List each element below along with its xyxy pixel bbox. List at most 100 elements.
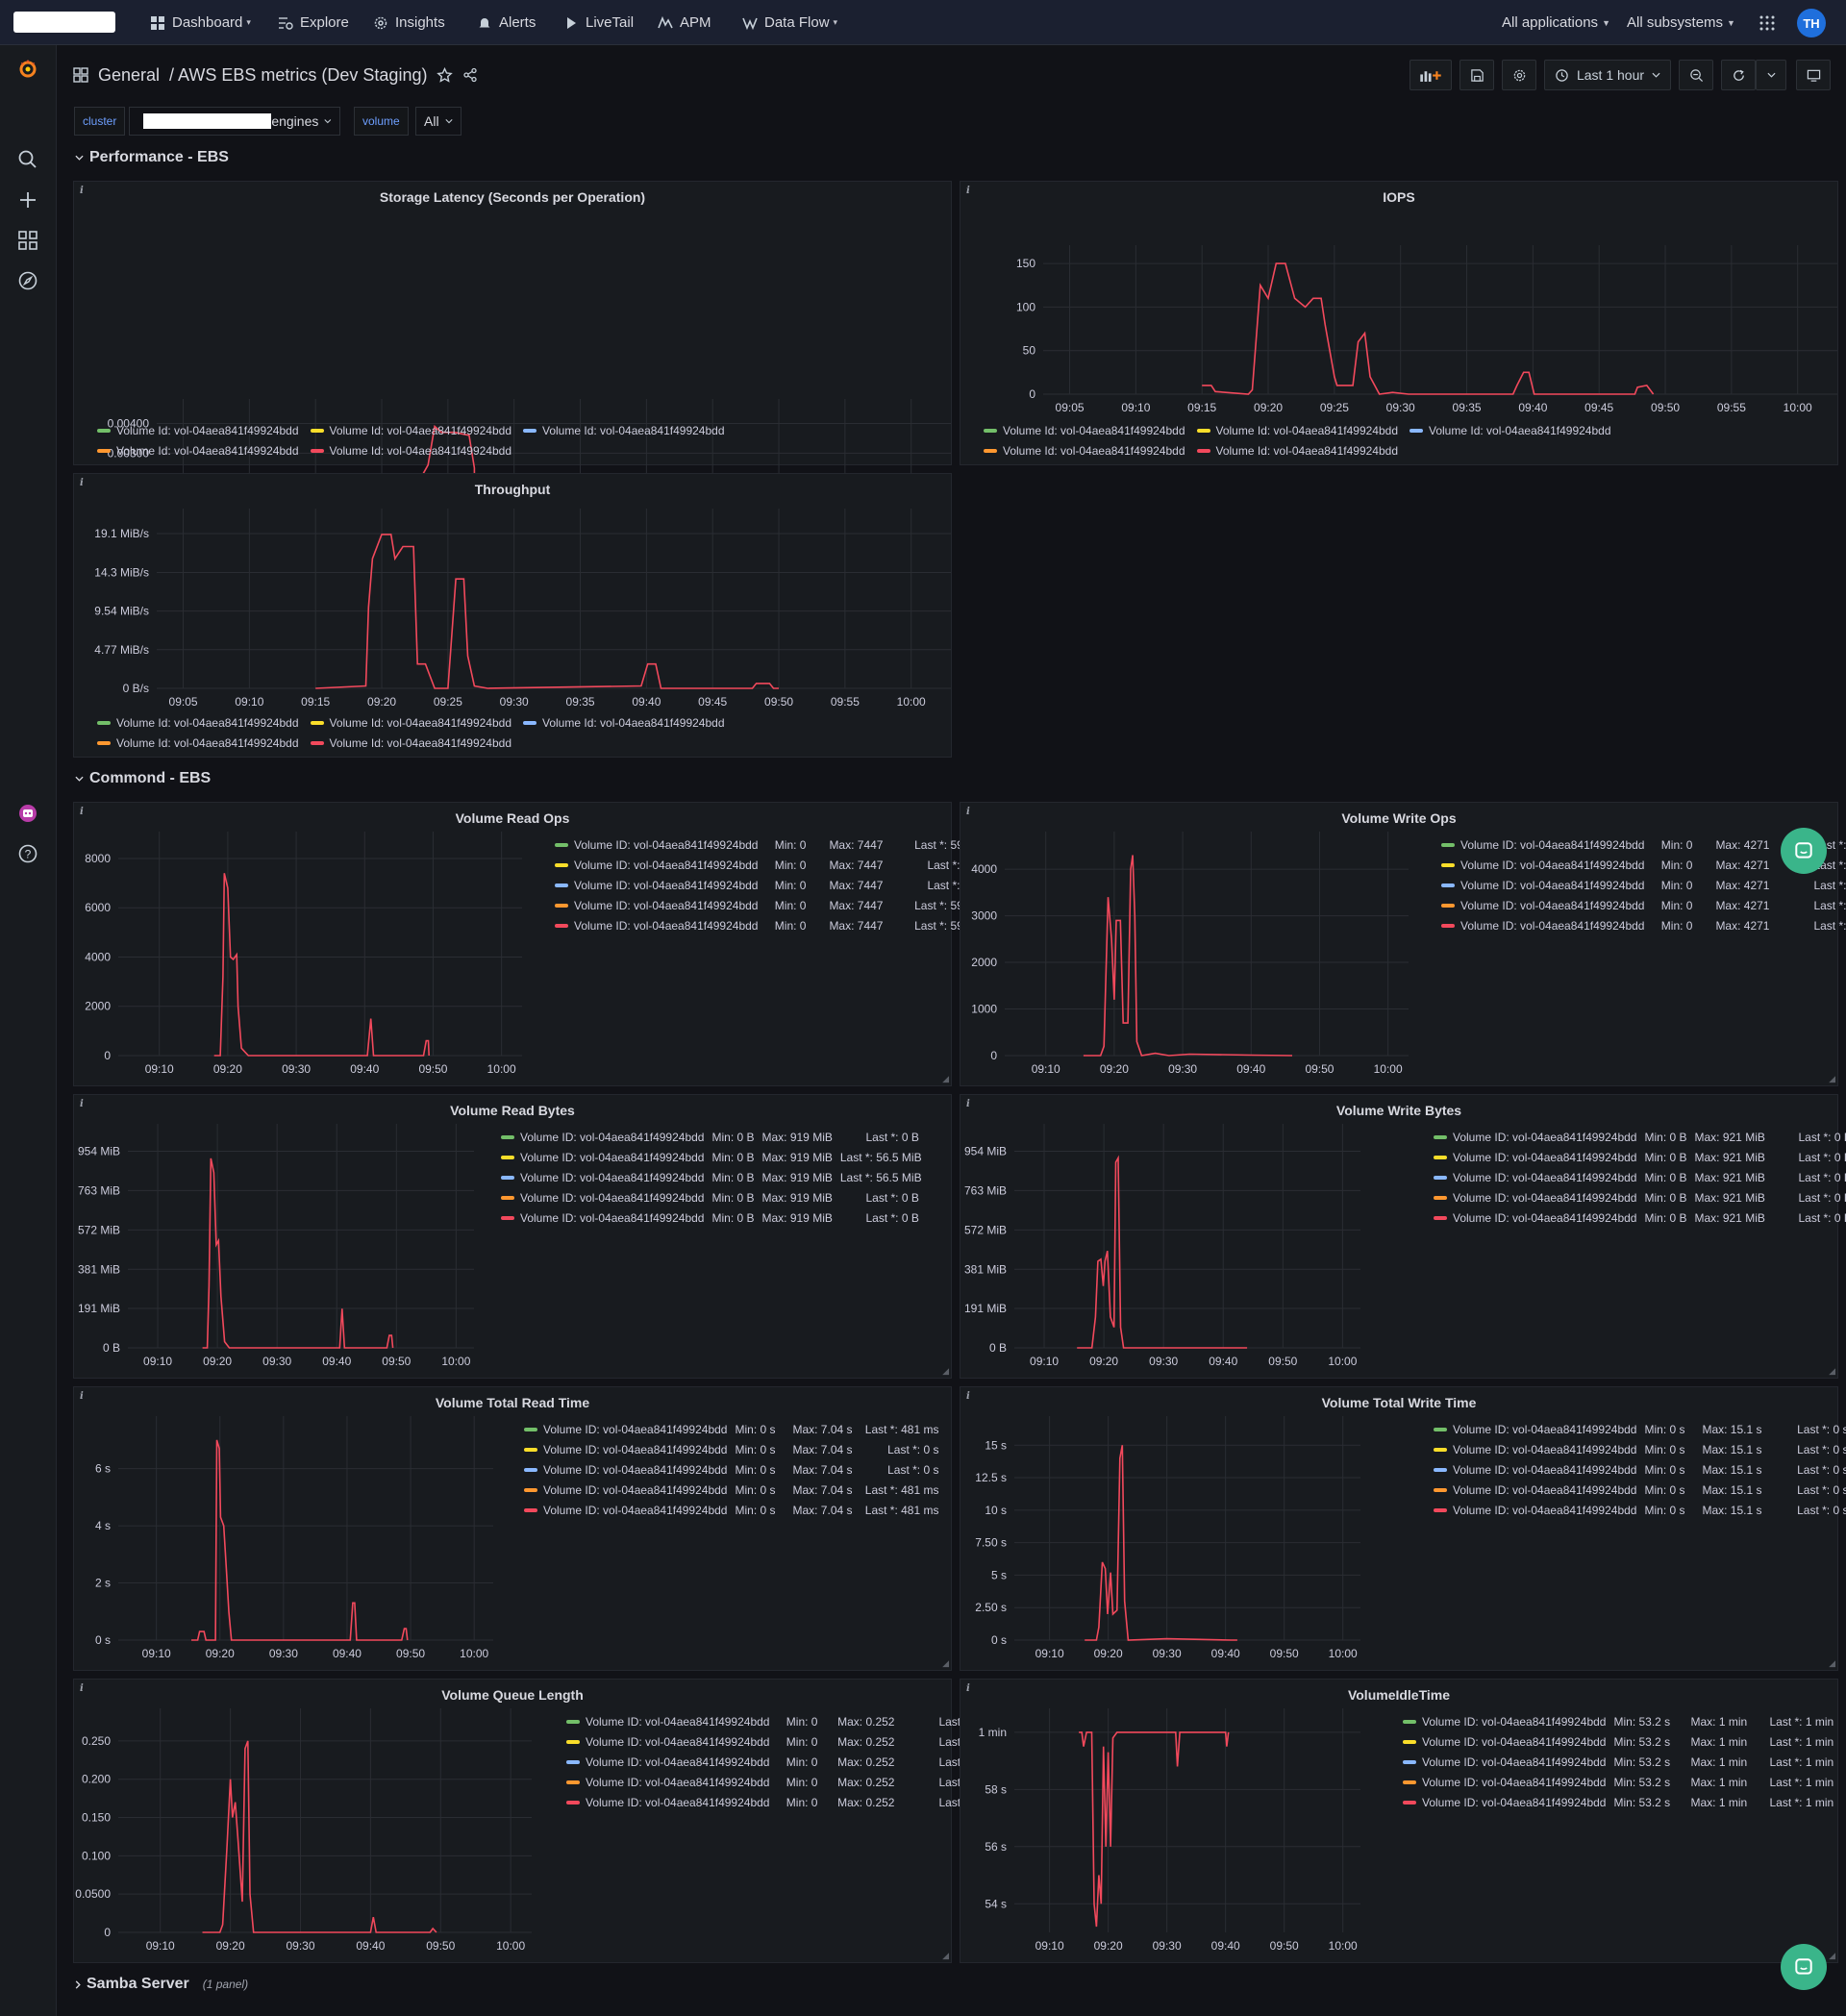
resize-handle[interactable]: ◢ (1829, 1658, 1835, 1668)
legend-item[interactable]: Volume ID: vol-04aea841f49924bdd Min: 0 B… (501, 1147, 922, 1167)
legend-item[interactable]: Volume Id: vol-04aea841f49924bdd (1409, 424, 1611, 437)
legend-item[interactable]: Volume Id: vol-04aea841f49924bdd (97, 716, 299, 730)
legend-item[interactable]: Volume Id: vol-04aea841f49924bdd (310, 736, 511, 750)
nav-item-apm[interactable]: APM (658, 0, 711, 45)
panel-info-icon[interactable]: i (966, 807, 970, 817)
legend-item[interactable]: Volume ID: vol-04aea841f49924bdd Min: 0 B… (1434, 1187, 1846, 1207)
help-icon[interactable]: ? (16, 842, 39, 865)
resize-handle[interactable]: ◢ (942, 1658, 949, 1668)
settings-button[interactable] (1502, 60, 1536, 90)
legend-item[interactable]: Volume ID: vol-04aea841f49924bdd Min: 0 B… (1434, 1207, 1846, 1228)
legend-item[interactable]: Volume ID: vol-04aea841f49924bdd Min: 0 s… (1434, 1459, 1846, 1480)
refresh-interval-dropdown[interactable] (1756, 60, 1786, 90)
resize-handle[interactable]: ◢ (1829, 1074, 1835, 1083)
share-icon[interactable] (462, 67, 478, 83)
refresh-button[interactable] (1721, 60, 1756, 90)
legend-item[interactable]: Volume ID: vol-04aea841f49924bdd Min: 0 Ma… (566, 1792, 981, 1812)
panel-volume-idle-time[interactable]: i VolumeIdleTime 54 s 56 s 58 s 1 min 09:10 09:… (960, 1679, 1838, 1963)
search-icon[interactable] (16, 148, 39, 171)
legend-item[interactable]: Volume Id: vol-04aea841f49924bdd (523, 716, 725, 730)
legend-item[interactable]: Volume ID: vol-04aea841f49924bdd Min: 0 Ma… (566, 1711, 981, 1731)
legend-item[interactable]: Volume ID: vol-04aea841f49924bdd Min: 0 Ma… (555, 855, 969, 875)
grafana-logo-icon[interactable] (16, 57, 39, 80)
legend-item[interactable]: Volume ID: vol-04aea841f49924bdd Min: 0 s… (524, 1419, 939, 1439)
resize-handle[interactable]: ◢ (942, 1074, 949, 1083)
legend-item[interactable]: Volume ID: vol-04aea841f49924bdd Min: 0 Ma… (566, 1731, 981, 1752)
legend-item[interactable]: Volume ID: vol-04aea841f49924bdd Min: 0 B… (1434, 1167, 1846, 1187)
legend-item[interactable]: Volume Id: vol-04aea841f49924bdd (97, 736, 299, 750)
legend-item[interactable]: Volume ID: vol-04aea841f49924bdd Min: 0 s… (1434, 1500, 1846, 1520)
zoom-out-button[interactable] (1679, 60, 1713, 90)
nav-item-insights[interactable]: Insights (373, 0, 445, 45)
panel-info-icon[interactable]: i (80, 478, 84, 488)
dashboards-icon[interactable] (16, 229, 39, 252)
panel-volume-total-write-time[interactable]: i Volume Total Write Time 0 s 2.50 s 5 s 7.50… (960, 1386, 1846, 1671)
legend-item[interactable]: Volume ID: vol-04aea841f49924bdd Min: 0 Ma… (566, 1772, 981, 1792)
legend-item[interactable]: Volume ID: vol-04aea841f49924bdd Min: 53.… (1403, 1752, 1834, 1772)
nav-item-data-flow[interactable]: Data Flow ▾ (742, 0, 837, 45)
panel-volume-read-ops[interactable]: i Volume Read Ops 0 2000 4000 6000 8000 09:10 09… (73, 802, 969, 1086)
panel-volume-write-bytes[interactable]: i Volume Write Bytes 0 B 191 MiB 381 MiB 572 … (960, 1094, 1846, 1379)
row-performance-ebs[interactable]: Performance - EBS (75, 149, 229, 166)
panel-info-icon[interactable]: i (966, 1391, 970, 1402)
resize-handle[interactable]: ◢ (1829, 1366, 1835, 1376)
tv-mode-button[interactable] (1796, 60, 1831, 90)
chat-widget-button[interactable] (1781, 828, 1827, 874)
legend-item[interactable]: Volume ID: vol-04aea841f49924bdd Min: 53.… (1403, 1792, 1834, 1812)
legend-item[interactable]: Volume ID: vol-04aea841f49924bdd Min: 0 B… (501, 1167, 922, 1187)
legend-item[interactable]: Volume Id: vol-04aea841f49924bdd (523, 424, 725, 437)
row-samba-server[interactable]: Samba Server (1 panel) (75, 1976, 248, 1993)
resize-handle[interactable]: ◢ (942, 1366, 949, 1376)
legend-item[interactable]: Volume ID: vol-04aea841f49924bdd Min: 0 B… (1434, 1147, 1846, 1167)
add-panel-button[interactable] (1409, 60, 1452, 90)
cluster-variable-select[interactable]: engines (129, 107, 340, 136)
legend-item[interactable]: Volume ID: vol-04aea841f49924bdd Min: 0 Ma… (555, 875, 969, 895)
legend-item[interactable]: Volume ID: vol-04aea841f49924bdd Min: 0 B… (501, 1187, 922, 1207)
legend-item[interactable]: Volume ID: vol-04aea841f49924bdd Min: 0 Ma… (555, 834, 969, 855)
panel-volume-total-read-time[interactable]: i Volume Total Read Time 0 s 2 s 4 s 6 s 09:10… (73, 1386, 952, 1671)
legend-item[interactable]: Volume ID: vol-04aea841f49924bdd Min: 0 s… (524, 1480, 939, 1500)
legend-item[interactable]: Volume ID: vol-04aea841f49924bdd Min: 0 Ma… (555, 895, 969, 915)
panel-info-icon[interactable]: i (966, 186, 970, 196)
legend-item[interactable]: Volume Id: vol-04aea841f49924bdd (310, 716, 511, 730)
panel-info-icon[interactable]: i (80, 1683, 84, 1694)
panel-volume-read-bytes[interactable]: i Volume Read Bytes 0 B 191 MiB 381 MiB 572 M… (73, 1094, 952, 1379)
panel-info-icon[interactable]: i (80, 186, 84, 196)
legend-item[interactable]: Volume ID: vol-04aea841f49924bdd Min: 0 Ma… (566, 1752, 981, 1772)
chat-widget-button-bottom[interactable] (1781, 1944, 1827, 1990)
legend-item[interactable]: Volume ID: vol-04aea841f49924bdd Min: 0 s… (1434, 1480, 1846, 1500)
legend-item[interactable]: Volume ID: vol-04aea841f49924bdd Min: 53.… (1403, 1711, 1834, 1731)
legend-item[interactable]: Volume ID: vol-04aea841f49924bdd Min: 0 Ma… (555, 915, 969, 935)
legend-item[interactable]: Volume ID: vol-04aea841f49924bdd Min: 0 s… (524, 1500, 939, 1520)
panel-info-icon[interactable]: i (80, 1391, 84, 1402)
panel-info-icon[interactable]: i (80, 807, 84, 817)
resize-handle[interactable]: ◢ (942, 1951, 949, 1960)
panel-info-icon[interactable]: i (80, 1099, 84, 1109)
panel-throughput[interactable]: i Throughput 0 B/s 4.77 MiB/s 9.54 MiB/s 14.3… (73, 473, 952, 758)
legend-item[interactable]: Volume ID: vol-04aea841f49924bdd Min: 0 B… (501, 1127, 922, 1147)
legend-item[interactable]: Volume ID: vol-04aea841f49924bdd Min: 0 s… (524, 1439, 939, 1459)
subsystems-filter[interactable]: All subsystems ▼ (1627, 0, 1735, 45)
legend-item[interactable]: Volume ID: vol-04aea841f49924bdd Min: 0 s… (1434, 1419, 1846, 1439)
plus-icon[interactable] (16, 188, 39, 212)
legend-item[interactable]: Volume Id: vol-04aea841f49924bdd (310, 444, 511, 458)
legend-item[interactable]: Volume ID: vol-04aea841f49924bdd Min: 0 Ma… (1441, 895, 1846, 915)
legend-item[interactable]: Volume ID: vol-04aea841f49924bdd Min: 53.… (1403, 1772, 1834, 1792)
applications-filter[interactable]: All applications ▼ (1502, 0, 1610, 45)
nav-item-dashboard[interactable]: Dashboard ▾ (150, 0, 251, 45)
panel-storage-latency[interactable]: i Storage Latency (Seconds per Operation)… (73, 181, 952, 562)
legend-item[interactable]: Volume ID: vol-04aea841f49924bdd Min: 0 Ma… (1441, 915, 1846, 935)
panel-info-icon[interactable]: i (966, 1683, 970, 1694)
legend-item[interactable]: Volume ID: vol-04aea841f49924bdd Min: 0 s… (1434, 1439, 1846, 1459)
legend-item[interactable]: Volume ID: vol-04aea841f49924bdd Min: 0 B… (501, 1207, 922, 1228)
panel-volume-queue-length[interactable]: i Volume Queue Length 0 0.0500 0.100 0.150 0.2… (73, 1679, 981, 1963)
legend-item[interactable]: Volume ID: vol-04aea841f49924bdd Min: 0 s… (524, 1459, 939, 1480)
time-range-picker[interactable]: Last 1 hour (1544, 60, 1671, 90)
legend-item[interactable]: Volume Id: vol-04aea841f49924bdd (984, 424, 1185, 437)
legend-item[interactable]: Volume Id: vol-04aea841f49924bdd (984, 444, 1185, 458)
volume-variable-select[interactable]: All (415, 107, 462, 136)
nav-item-livetail[interactable]: LiveTail (563, 0, 634, 45)
compass-icon[interactable] (16, 269, 39, 292)
legend-item[interactable]: Volume Id: vol-04aea841f49924bdd (1196, 424, 1398, 437)
star-icon[interactable] (437, 66, 454, 84)
